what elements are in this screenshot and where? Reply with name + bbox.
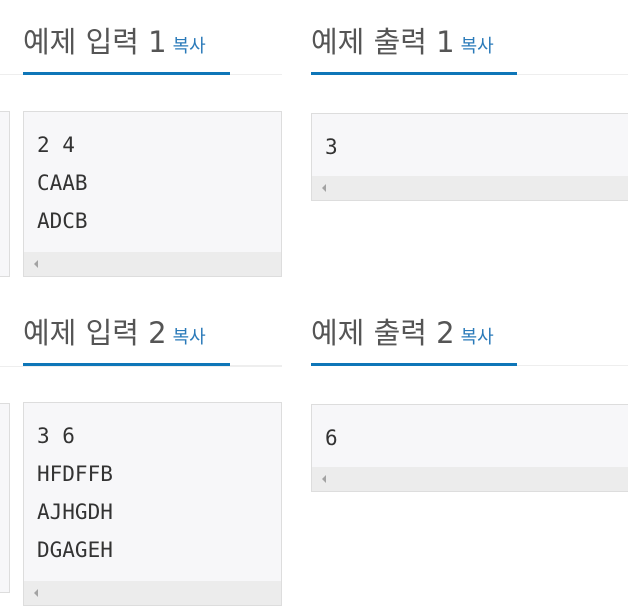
- sample-line: 3 6: [37, 424, 75, 448]
- scroll-arrow[interactable]: [322, 184, 326, 192]
- scroll-arrow[interactable]: [34, 260, 38, 268]
- copy-button[interactable]: 복사: [460, 36, 494, 57]
- sample-line: 6: [325, 426, 338, 450]
- sample-box: 3: [311, 113, 628, 201]
- divider: [0, 366, 282, 367]
- title-text: 예제 출력 2: [311, 316, 455, 350]
- sample-line: HFDFFB: [37, 462, 113, 486]
- scrollbar: [24, 252, 281, 276]
- title-text: 예제 입력 2: [23, 316, 167, 350]
- sample-title: 예제 출력 1 복사: [311, 22, 494, 67]
- sample-line: CAAB: [37, 171, 88, 195]
- scroll-arrow[interactable]: [322, 475, 326, 483]
- sample-title: 예제 출력 2 복사: [311, 313, 494, 358]
- sample-line: DGAGEH: [37, 538, 113, 562]
- title-underline: [311, 363, 517, 366]
- title-underline: [23, 363, 230, 366]
- sample-box: 6: [311, 404, 628, 492]
- sample-line: 2 4: [37, 133, 75, 157]
- sample-box: 3 6 HFDFFB AJHGDH DGAGEH: [23, 402, 282, 606]
- scrollbar: [312, 176, 628, 200]
- title-underline: [311, 72, 517, 75]
- title-text: 예제 입력 1: [23, 25, 167, 59]
- sample-box: 2 4 CAAB ADCB: [23, 111, 282, 277]
- title-text: 예제 출력 1: [311, 25, 455, 59]
- scrollbar: [312, 467, 628, 491]
- title-underline: [23, 72, 230, 75]
- sample-line: 3: [325, 135, 338, 159]
- copy-button[interactable]: 복사: [172, 327, 206, 348]
- sample-line: AJHGDH: [37, 500, 113, 524]
- sample-title: 예제 입력 2 복사: [23, 313, 206, 358]
- scroll-arrow[interactable]: [34, 589, 38, 597]
- cut-panel: [0, 111, 10, 277]
- copy-button[interactable]: 복사: [172, 36, 206, 57]
- cut-panel: [0, 403, 10, 593]
- sample-line: ADCB: [37, 209, 88, 233]
- page: (() => { const data = JSON.parse(documen…: [0, 22, 628, 606]
- copy-button[interactable]: 복사: [460, 327, 494, 348]
- sample-title: 예제 입력 1 복사: [23, 22, 206, 67]
- scrollbar: [24, 581, 281, 605]
